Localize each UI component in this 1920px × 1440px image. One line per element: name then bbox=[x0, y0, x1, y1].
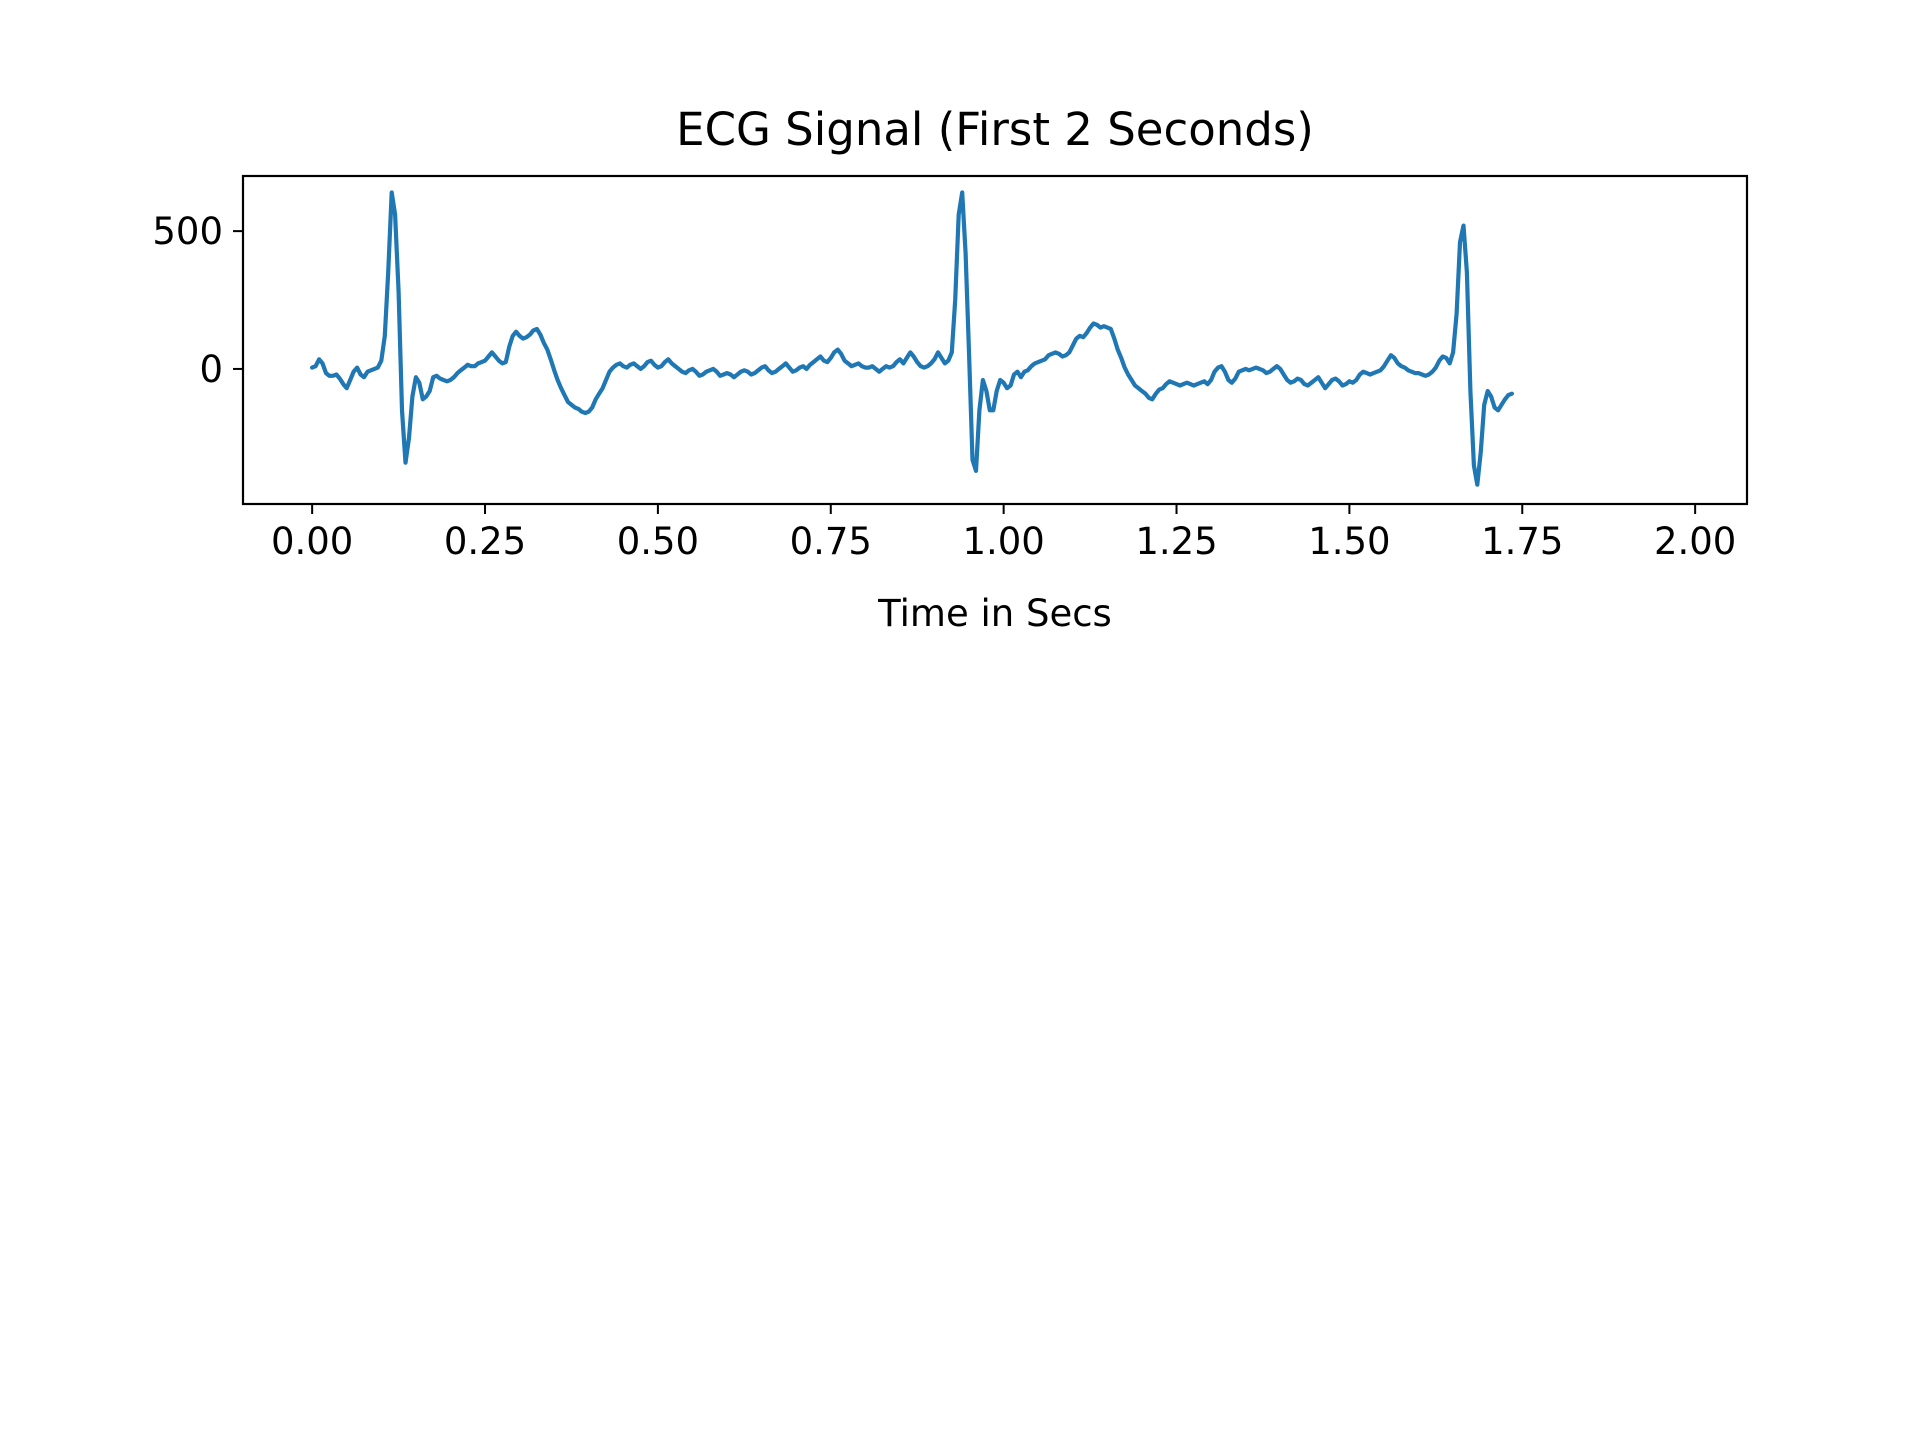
x-tick-label: 1.00 bbox=[962, 520, 1044, 563]
x-tick-label: 1.50 bbox=[1308, 520, 1390, 563]
y-tick-label: 500 bbox=[152, 210, 223, 253]
x-axis-label: Time in Secs bbox=[877, 592, 1112, 635]
x-tick-label: 0.25 bbox=[444, 520, 526, 563]
chart-title: ECG Signal (First 2 Seconds) bbox=[676, 103, 1314, 156]
x-tick-label: 1.25 bbox=[1135, 520, 1217, 563]
y-tick-label: 0 bbox=[199, 348, 223, 391]
plot-area bbox=[243, 176, 1747, 504]
x-tick-label: 0.75 bbox=[790, 520, 872, 563]
x-tick-label: 1.75 bbox=[1481, 520, 1563, 563]
plot-background bbox=[243, 176, 1747, 504]
x-tick-label: 0.50 bbox=[617, 520, 699, 563]
ecg-signal-line bbox=[310, 190, 1514, 487]
x-tick-label: 0.00 bbox=[271, 520, 353, 563]
x-axis-ticks: 0.00 0.25 0.50 0.75 1.00 1.25 1.50 1.75 2.00 bbox=[271, 504, 1736, 563]
x-tick-label: 2.00 bbox=[1654, 520, 1736, 563]
y-axis-ticks: 0 500 bbox=[152, 210, 243, 391]
plot-frame bbox=[241, 174, 1749, 506]
